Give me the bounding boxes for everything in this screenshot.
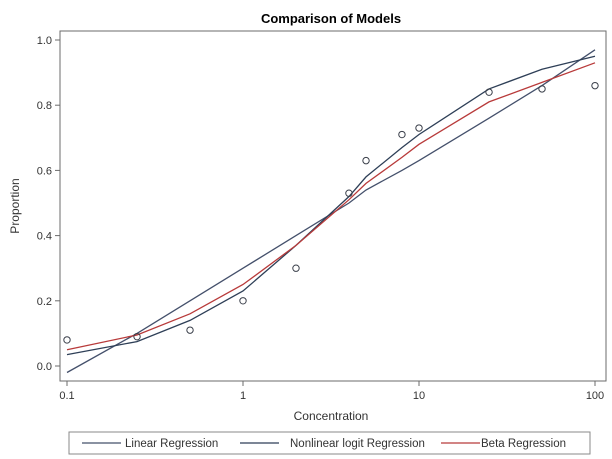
y-tick-label: 0.8 [37, 100, 52, 112]
y-tick-label: 0.2 [37, 296, 52, 308]
observed-point [133, 332, 141, 341]
y-tick-label: 0.0 [37, 361, 52, 373]
observed-point [591, 81, 599, 90]
observed-point [292, 264, 300, 272]
legend: Linear Regression Nonlinear logit Regress… [82, 438, 566, 450]
plot-area-frame [59, 30, 607, 382]
y-tick-label: 0.6 [37, 165, 52, 177]
observed-point [186, 326, 194, 334]
legend-frame [68, 431, 591, 455]
series-line-3 [66, 62, 596, 351]
observed-point [239, 297, 247, 305]
x-tick-label: 0.1 [59, 390, 74, 402]
x-tick-label: 10 [413, 390, 425, 402]
observed-point [485, 88, 493, 96]
axis-ticks: 0.1 1 10 100 0.0 0.2 0.4 0.6 0.8 1.0 [37, 35, 604, 402]
observed-point [362, 156, 370, 165]
x-tick-label: 1 [240, 390, 246, 402]
legend-label-3: Beta Regression [481, 438, 566, 450]
observed-points [63, 81, 599, 344]
observed-point [398, 130, 406, 139]
observed-point [538, 85, 546, 93]
series-line-2 [66, 55, 596, 356]
chart-title: Comparison of Models [261, 11, 401, 26]
x-axis-title: Concentration [294, 409, 369, 423]
observed-point [345, 189, 353, 197]
series-line-1 [66, 49, 596, 374]
y-tick-label: 1.0 [37, 35, 52, 47]
observed-point [63, 336, 71, 344]
legend-label-2: Nonlinear logit Regression [290, 438, 425, 450]
observed-point [415, 124, 423, 132]
y-axis-title: Proportion [8, 178, 22, 233]
y-tick-label: 0.4 [37, 231, 52, 243]
legend-label-1: Linear Regression [125, 438, 218, 450]
series-lines [66, 49, 596, 374]
x-tick-label: 100 [586, 390, 604, 402]
